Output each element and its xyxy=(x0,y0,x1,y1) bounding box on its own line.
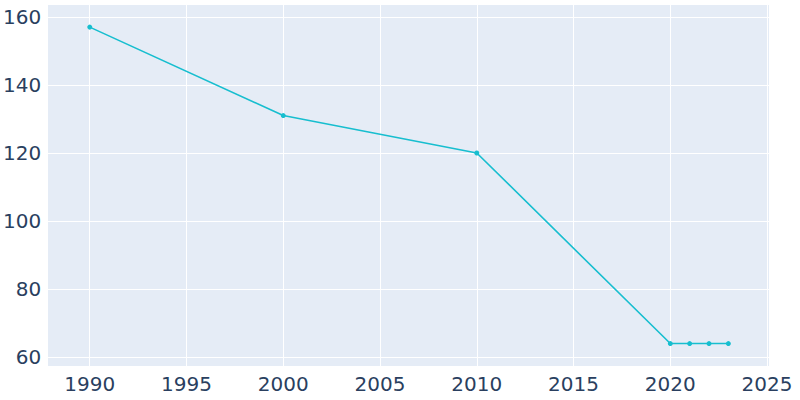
svg-text:120: 120 xyxy=(3,141,41,165)
svg-text:1995: 1995 xyxy=(161,372,212,396)
svg-text:100: 100 xyxy=(3,209,41,233)
svg-text:160: 160 xyxy=(3,5,41,29)
svg-text:2005: 2005 xyxy=(355,372,406,396)
svg-text:2025: 2025 xyxy=(742,372,793,396)
svg-text:1990: 1990 xyxy=(64,372,115,396)
svg-text:140: 140 xyxy=(3,73,41,97)
svg-text:2000: 2000 xyxy=(258,372,309,396)
svg-text:2015: 2015 xyxy=(548,372,599,396)
svg-text:80: 80 xyxy=(16,277,41,301)
svg-text:2010: 2010 xyxy=(451,372,502,396)
svg-text:60: 60 xyxy=(16,345,41,369)
svg-text:2020: 2020 xyxy=(645,372,696,396)
